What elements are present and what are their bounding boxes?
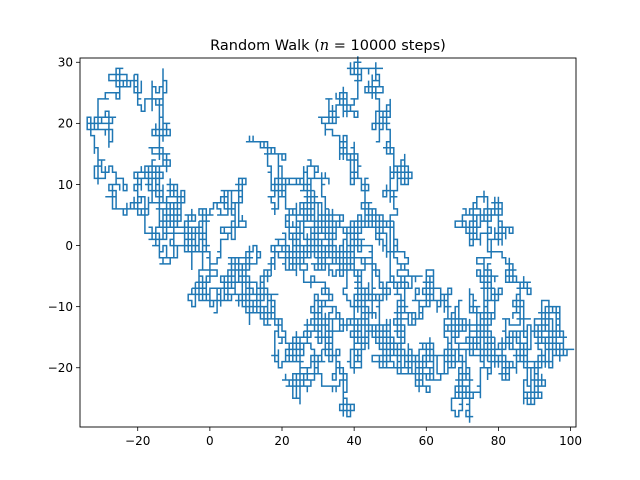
x-tick-label: −20	[125, 434, 150, 448]
chart-title: Random Walk (n = 10000 steps)	[210, 38, 446, 54]
y-tick-label: 10	[58, 178, 73, 192]
x-tick-label: 20	[274, 434, 289, 448]
axes-frame	[79, 57, 577, 428]
chart-title-suffix: = 10000 steps)	[329, 38, 446, 54]
chart-title-prefix: Random Walk (	[210, 38, 320, 54]
x-tick-label: 80	[491, 434, 506, 448]
x-axis: −20 0 20 40 60 80 100	[125, 427, 582, 448]
plot-area	[79, 56, 577, 428]
y-tick-label: 0	[65, 239, 73, 253]
series-layer	[86, 56, 575, 423]
y-tick-label: 30	[58, 56, 73, 70]
y-axis: −20 −10 0 10 20 30	[48, 56, 80, 375]
y-tick-label: −10	[48, 300, 73, 314]
x-tick-label: 40	[347, 434, 362, 448]
walk-series-line	[86, 56, 575, 423]
y-tick-label: −20	[48, 361, 73, 375]
x-tick-label: 60	[419, 434, 434, 448]
x-tick-label: 100	[559, 434, 582, 448]
y-tick-label: 20	[58, 117, 73, 131]
chart-title-variable: n	[320, 38, 329, 54]
x-tick-label: 0	[206, 434, 214, 448]
